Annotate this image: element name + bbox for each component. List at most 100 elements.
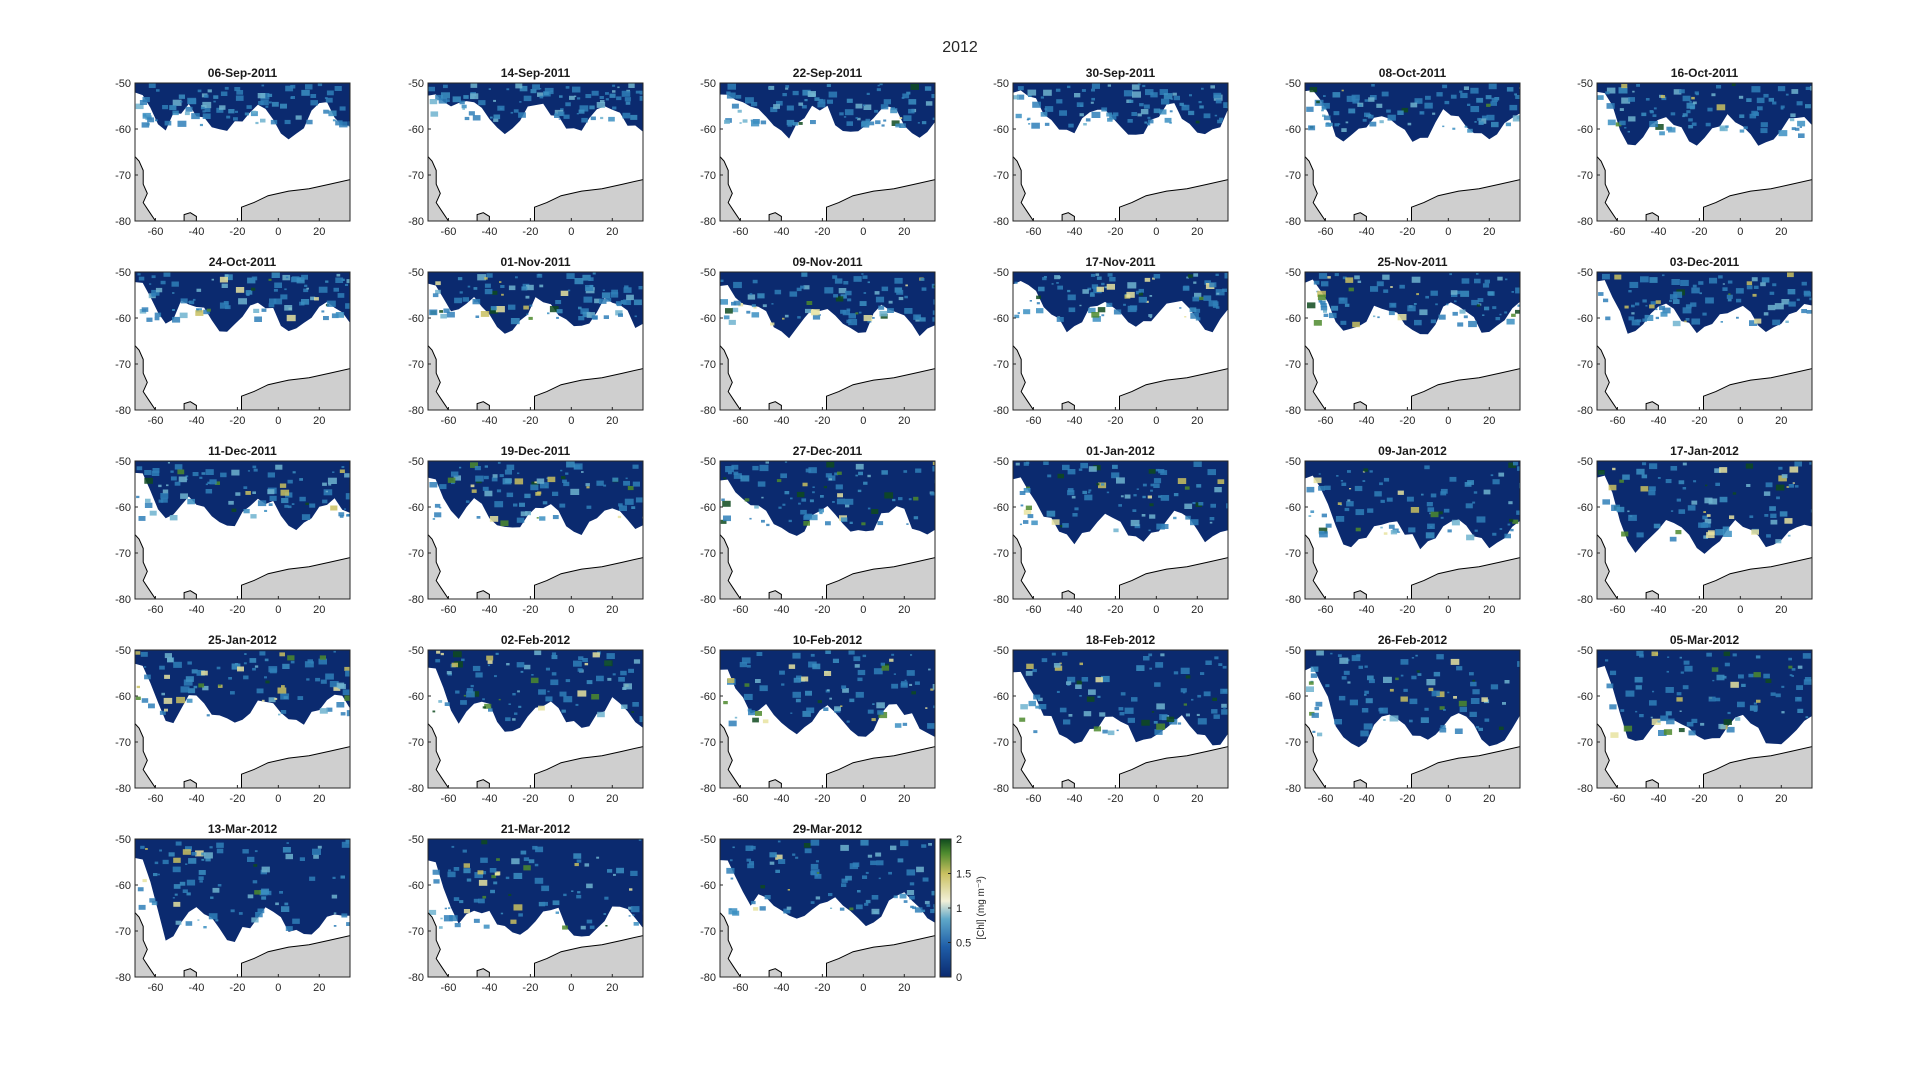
x-tick-label: -40 (188, 982, 204, 994)
chlorophyll-cell (1214, 656, 1219, 660)
chlorophyll-cell (631, 711, 634, 713)
chlorophyll-cell (1221, 703, 1227, 708)
chlorophyll-cell (1127, 119, 1133, 123)
chlorophyll-cell (841, 517, 848, 522)
antarctica-land (1411, 368, 1520, 410)
chlorophyll-cell (1446, 303, 1449, 306)
chlorophyll-cell (1152, 277, 1155, 280)
chlorophyll-cell (810, 871, 816, 875)
chlorophyll-cell (220, 91, 228, 96)
chlorophyll-cell (773, 104, 780, 109)
chlorophyll-cell (1698, 281, 1704, 285)
chlorophyll-cell (877, 84, 880, 87)
chlorophyll-cell (1409, 719, 1413, 723)
chlorophyll-cell (1511, 291, 1514, 293)
chlorophyll-cell (586, 883, 593, 889)
chlorophyll-cell (1464, 125, 1468, 128)
chlorophyll-cell (873, 668, 883, 675)
chlorophyll-cell (857, 669, 866, 676)
chlorophyll-cell (1509, 518, 1514, 522)
chlorophyll-cell (1706, 652, 1712, 657)
chlorophyll-cell (1682, 462, 1687, 466)
chlorophyll-cell (586, 919, 593, 924)
chlorophyll-cell (250, 514, 257, 519)
chlorophyll-cell (530, 677, 539, 684)
chlorophyll-cell (290, 96, 295, 99)
chlorophyll-cell (1029, 300, 1032, 302)
chlorophyll-cell (1459, 90, 1463, 93)
chlorophyll-cell (1368, 114, 1372, 116)
chlorophyll-cell (558, 118, 561, 120)
chlorophyll-cell (154, 316, 160, 321)
chlorophyll-cell (1431, 690, 1440, 697)
chlorophyll-cell (1631, 304, 1635, 308)
chlorophyll-cell (1160, 653, 1165, 657)
chlorophyll-cell (1028, 700, 1036, 707)
antarctic-peninsula-land (1013, 344, 1035, 410)
chlorophyll-cell (1111, 472, 1120, 479)
chlorophyll-cell (1193, 273, 1199, 277)
chlorophyll-cell (632, 702, 639, 707)
chlorophyll-cell (723, 315, 730, 320)
chlorophyll-cell (1775, 484, 1785, 491)
chlorophyll-cell (1320, 303, 1327, 308)
chlorophyll-cell (319, 708, 328, 714)
chlorophyll-cell (932, 466, 935, 472)
berkner-island-land (476, 212, 490, 221)
chlorophyll-cell (1023, 462, 1029, 466)
chlorophyll-cell (1150, 483, 1155, 487)
chlorophyll-cell (1791, 668, 1796, 671)
chlorophyll-cell (823, 707, 829, 711)
chlorophyll-cell (747, 863, 755, 869)
chlorophyll-cell (908, 498, 912, 501)
chlorophyll-cell (1678, 728, 1685, 733)
chlorophyll-cell (1752, 293, 1757, 297)
chlorophyll-cell (1770, 692, 1776, 696)
chlorophyll-cell (154, 312, 162, 318)
open-ocean-area (428, 839, 643, 937)
chlorophyll-cell (604, 896, 609, 900)
chlorophyll-cell (1506, 87, 1514, 92)
chlorophyll-cell (817, 101, 826, 108)
chlorophyll-cell (750, 900, 756, 905)
chlorophyll-cell (1628, 97, 1635, 102)
antarctica-land (826, 179, 935, 221)
y-tick-label: -60 (1577, 124, 1593, 136)
chlorophyll-cell (1476, 516, 1486, 523)
chlorophyll-cell (160, 280, 166, 285)
chlorophyll-cell (1443, 508, 1450, 513)
axes-box (427, 271, 644, 411)
chlorophyll-cell (870, 860, 877, 866)
y-tick-label: -60 (993, 691, 1009, 703)
antarctica-land (241, 179, 350, 221)
chlorophyll-cell (741, 657, 751, 664)
chlorophyll-cell (1650, 301, 1656, 305)
chlorophyll-cell (1144, 121, 1148, 124)
chlorophyll-cell (806, 301, 813, 305)
y-tick-label: -60 (1285, 691, 1301, 703)
y-tick-label: -70 (1577, 548, 1593, 560)
chlorophyll-cell (244, 653, 247, 655)
chlorophyll-cell (725, 308, 733, 314)
y-tick-label: -50 (408, 645, 424, 657)
chlorophyll-cell (1515, 287, 1520, 294)
x-tick-label: 20 (1191, 415, 1203, 427)
chlorophyll-cell (228, 109, 235, 114)
chlorophyll-cell (1608, 484, 1617, 491)
chlorophyll-cell (1088, 466, 1097, 472)
chlorophyll-cell (812, 491, 815, 494)
chlorophyll-cell (846, 319, 852, 324)
chlorophyll-cell (903, 470, 908, 473)
chlorophyll-cell (555, 911, 559, 914)
chlorophyll-cell (1598, 292, 1604, 296)
chlorophyll-cell (172, 309, 175, 311)
chlorophyll-cell (188, 688, 196, 694)
chlorophyll-cell (631, 506, 636, 509)
chlorophyll-cell (867, 854, 873, 858)
chlorophyll-cell (738, 303, 744, 307)
chlorophyll-cell (855, 103, 863, 109)
x-tick-label: -40 (773, 793, 789, 805)
chlorophyll-cell (1217, 119, 1223, 124)
chlorophyll-cell (1751, 110, 1758, 116)
chlorophyll-cell (345, 839, 350, 844)
